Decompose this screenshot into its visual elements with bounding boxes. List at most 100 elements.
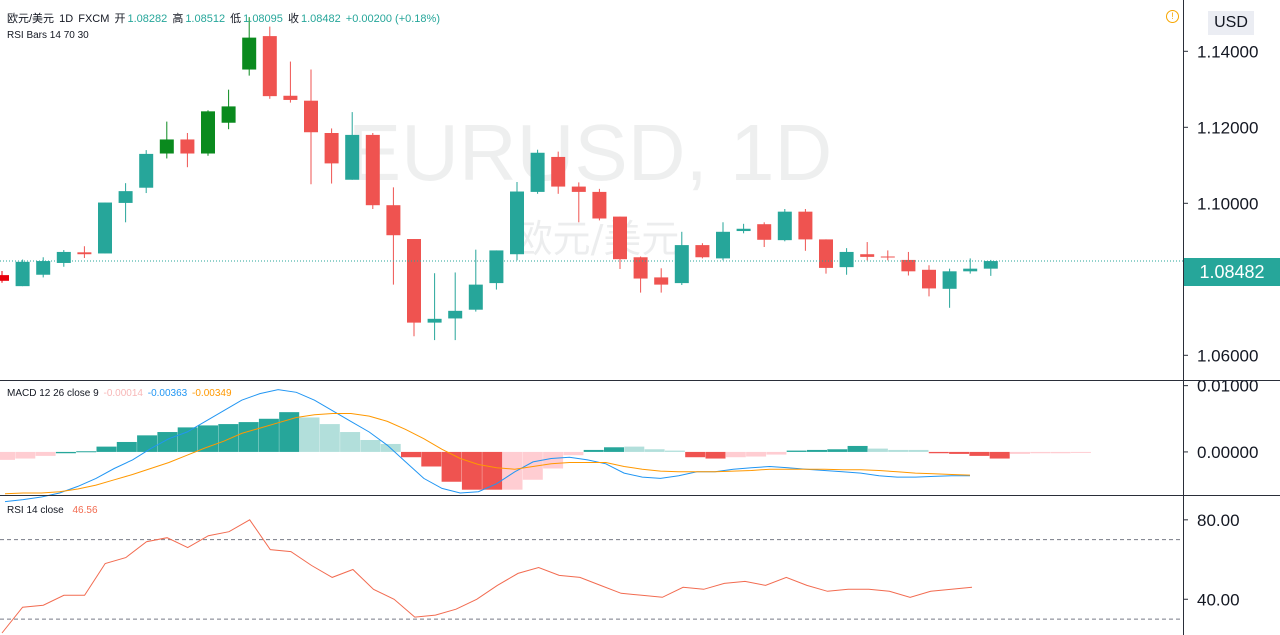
macd-line-value: -0.00363 <box>147 388 188 399</box>
rsi-bars-legend[interactable]: RSI Bars 14 70 30 <box>7 30 89 41</box>
candle-body <box>15 261 30 287</box>
candle-body <box>242 37 257 70</box>
candle-body <box>798 211 813 240</box>
macd-histogram-bar <box>299 417 320 452</box>
macd-histogram-bar <box>522 451 543 480</box>
macd-histogram-bar <box>441 451 462 482</box>
macd-histogram-bar <box>1010 451 1030 454</box>
price-tick-label: 1.10000 <box>1197 194 1258 213</box>
candle <box>36 257 51 278</box>
candle <box>674 231 689 285</box>
candle-body <box>448 310 463 319</box>
currency-label[interactable]: USD <box>1208 11 1254 35</box>
candle-body <box>674 245 689 284</box>
macd-histogram-bar <box>55 451 76 454</box>
macd-histogram-bar <box>908 449 929 452</box>
candle <box>963 258 978 274</box>
symbol-legend[interactable]: 欧元/美元 1D FXCM 开 1.08282 高 1.08512 低 1.08095… <box>7 10 442 26</box>
macd-histogram-bar <box>1050 451 1071 454</box>
macd-histogram-bar <box>360 439 381 452</box>
macd-histogram-bar <box>543 451 564 469</box>
macd-histogram-bar <box>0 451 15 460</box>
macd-histogram-bar <box>867 448 888 452</box>
candle <box>633 256 648 293</box>
candle-body <box>839 251 854 268</box>
candle-series <box>0 17 1183 341</box>
exchange-label: FXCM <box>78 13 110 25</box>
rsi-title: RSI 14 close <box>7 505 64 516</box>
candle-body <box>365 134 380 206</box>
candle-body <box>922 269 936 289</box>
macd-histogram-bar <box>15 451 36 459</box>
high-label: 高 <box>172 13 184 25</box>
symbol-name: 欧元/美元 <box>7 13 55 25</box>
macd-histogram-bar <box>461 451 482 490</box>
macd-signal-value: -0.00349 <box>192 388 232 399</box>
macd-histogram-bar <box>989 451 1010 459</box>
candle <box>448 272 463 341</box>
candle <box>427 273 442 341</box>
candle <box>654 268 669 293</box>
candle <box>201 110 215 156</box>
macd-histogram-bar <box>786 450 807 452</box>
macd-histogram-bar <box>35 451 56 456</box>
candle <box>77 246 92 259</box>
candle <box>262 26 277 99</box>
candle-body <box>736 228 751 232</box>
candle-body <box>304 100 318 133</box>
candle-body <box>0 275 9 281</box>
candle <box>880 250 895 261</box>
low-value: 1.08095 <box>243 13 283 25</box>
candle <box>798 209 813 251</box>
candle-body <box>407 239 421 323</box>
macd-histogram-bar <box>583 449 604 452</box>
candle-body <box>139 153 154 188</box>
candle <box>242 17 257 76</box>
candle-body <box>345 134 360 180</box>
macd-histogram-bar <box>157 432 178 452</box>
candle-body <box>262 36 277 97</box>
macd-legend[interactable]: MACD 12 26 close 9 -0.00014 -0.00363 -0.… <box>7 388 234 399</box>
info-icon[interactable]: ! <box>1166 10 1179 23</box>
candle <box>571 182 586 223</box>
candle <box>592 188 607 221</box>
candle <box>922 265 936 297</box>
macd-histogram-bar <box>725 451 746 458</box>
candle-body <box>716 231 730 259</box>
candle <box>716 222 730 261</box>
candle-body <box>36 261 51 275</box>
candle <box>530 149 545 194</box>
candle <box>221 89 236 130</box>
macd-histogram-bar <box>766 451 787 455</box>
candle <box>736 223 751 234</box>
candle-body <box>427 318 442 323</box>
macd-histogram-bar <box>401 451 421 458</box>
candle-body <box>757 224 772 240</box>
macd-histogram-bar <box>664 450 685 452</box>
candle <box>942 268 957 308</box>
macd-tick-label: 0.01000 <box>1197 377 1258 396</box>
macd-histogram-bar <box>888 449 909 452</box>
candle-body <box>613 216 627 260</box>
candle <box>777 209 792 242</box>
close-label: 收 <box>287 13 299 25</box>
macd-histogram-bar <box>502 451 523 490</box>
candle-body <box>386 205 401 236</box>
macd-histogram-bar <box>847 445 868 452</box>
rsi-legend[interactable]: RSI 14 close 46.56 <box>7 505 100 516</box>
high-value: 1.08512 <box>185 13 226 25</box>
candle <box>983 259 998 276</box>
price-tick-label: 1.14000 <box>1197 42 1258 61</box>
macd-histogram-bar <box>928 451 949 454</box>
interval-label: 1D <box>59 13 74 25</box>
candle-body <box>880 256 895 258</box>
candle-body <box>942 271 957 289</box>
price-tick-label: 1.06000 <box>1197 346 1258 365</box>
candle-body <box>901 259 916 272</box>
macd-pane <box>0 389 1091 503</box>
close-value: 1.08482 <box>300 13 341 25</box>
macd-histogram-bar <box>746 451 767 457</box>
candle <box>695 243 710 259</box>
candle <box>304 69 318 185</box>
